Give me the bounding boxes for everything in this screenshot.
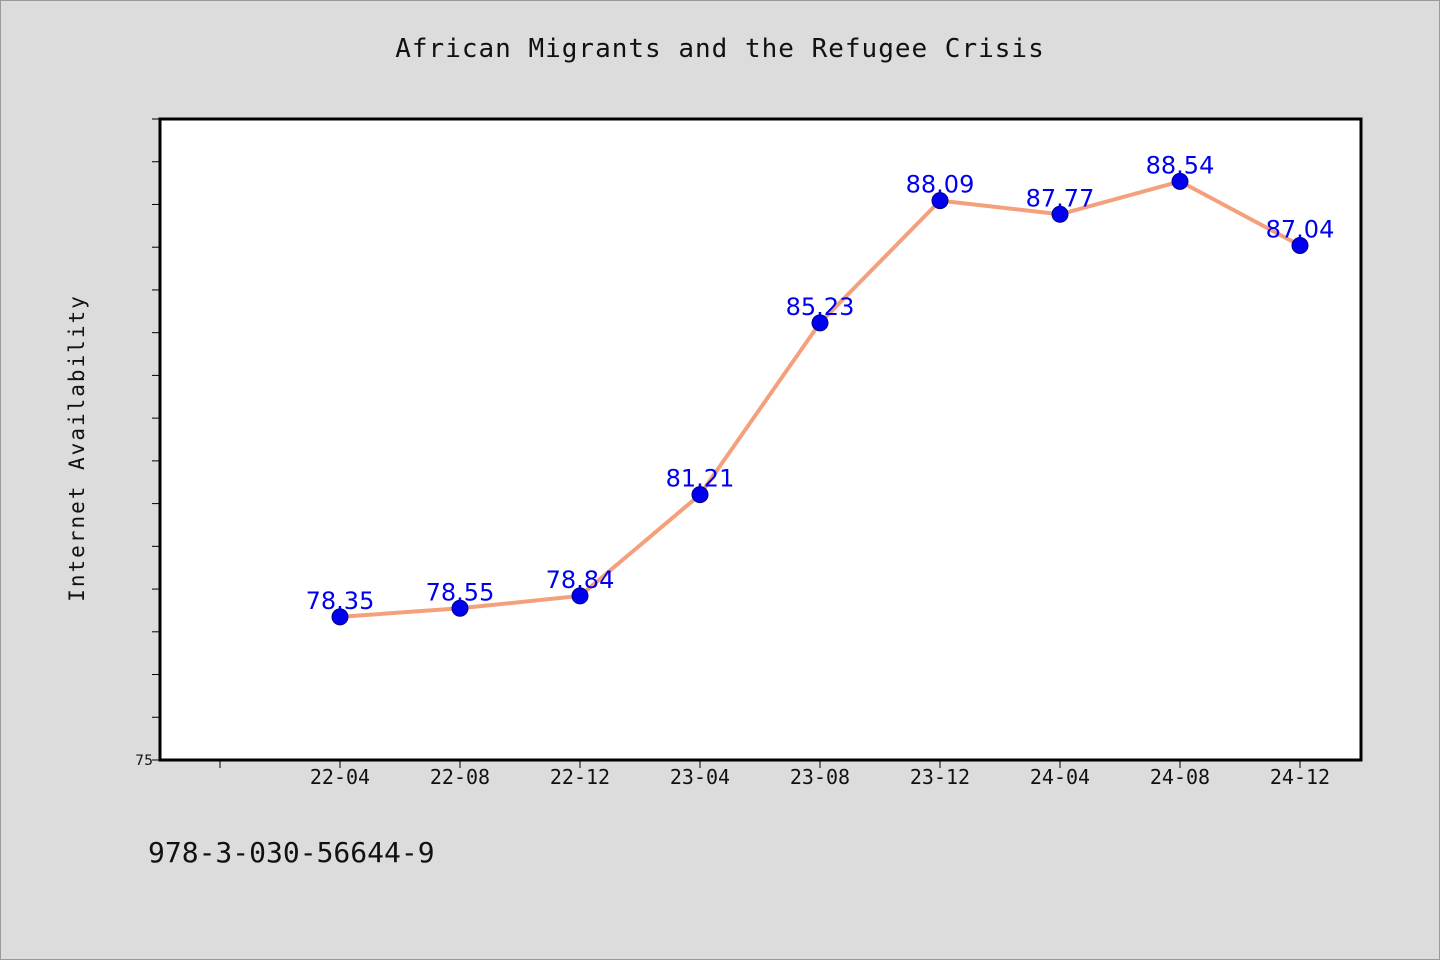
x-tick-label: 22-08 [430, 765, 490, 789]
data-label: 88.54 [1146, 151, 1215, 179]
x-tick-label: 22-04 [310, 765, 370, 789]
x-tick-label: 24-12 [1270, 765, 1330, 789]
chart-title: African Migrants and the Refugee Crisis [395, 34, 1045, 64]
y-tick-label: 75 [135, 753, 153, 769]
data-label: 87.77 [1026, 184, 1095, 212]
data-label-layer: 78.35 78.55 78.84 81.21 85.23 88.09 87.77 88.54… [306, 151, 1335, 614]
data-point [1291, 236, 1309, 254]
data-label: 78.55 [426, 578, 495, 606]
data-label: 85.23 [786, 293, 855, 321]
x-tick-label: 23-08 [790, 765, 850, 789]
data-point [1051, 205, 1069, 223]
data-point [331, 608, 349, 626]
data-label: 81.21 [666, 465, 735, 493]
data-point [571, 587, 589, 605]
x-tick-label: 24-04 [1030, 765, 1090, 789]
data-label: 88.09 [906, 171, 975, 199]
data-label: 87.04 [1266, 215, 1335, 243]
isbn-text: 978-3-030-56644-9 [148, 836, 435, 869]
data-point [811, 314, 829, 332]
data-point [1171, 172, 1189, 190]
data-label: 78.84 [546, 566, 615, 594]
data-label: 78.35 [306, 587, 375, 615]
y-axis-ticks: 75 [135, 118, 160, 769]
x-tick-label: 24-08 [1150, 765, 1210, 789]
data-point [451, 599, 469, 617]
x-axis-ticks: 22-04 22-08 22-12 23-04 23-08 23-12 24-04 24-08… [219, 760, 1330, 789]
x-tick-label: 23-12 [910, 765, 970, 789]
x-tick-label: 23-04 [670, 765, 730, 789]
x-tick-label: 22-12 [550, 765, 610, 789]
series-layer [331, 172, 1309, 626]
data-point [931, 192, 949, 210]
plot-area [158, 117, 1363, 762]
data-point [691, 486, 709, 504]
